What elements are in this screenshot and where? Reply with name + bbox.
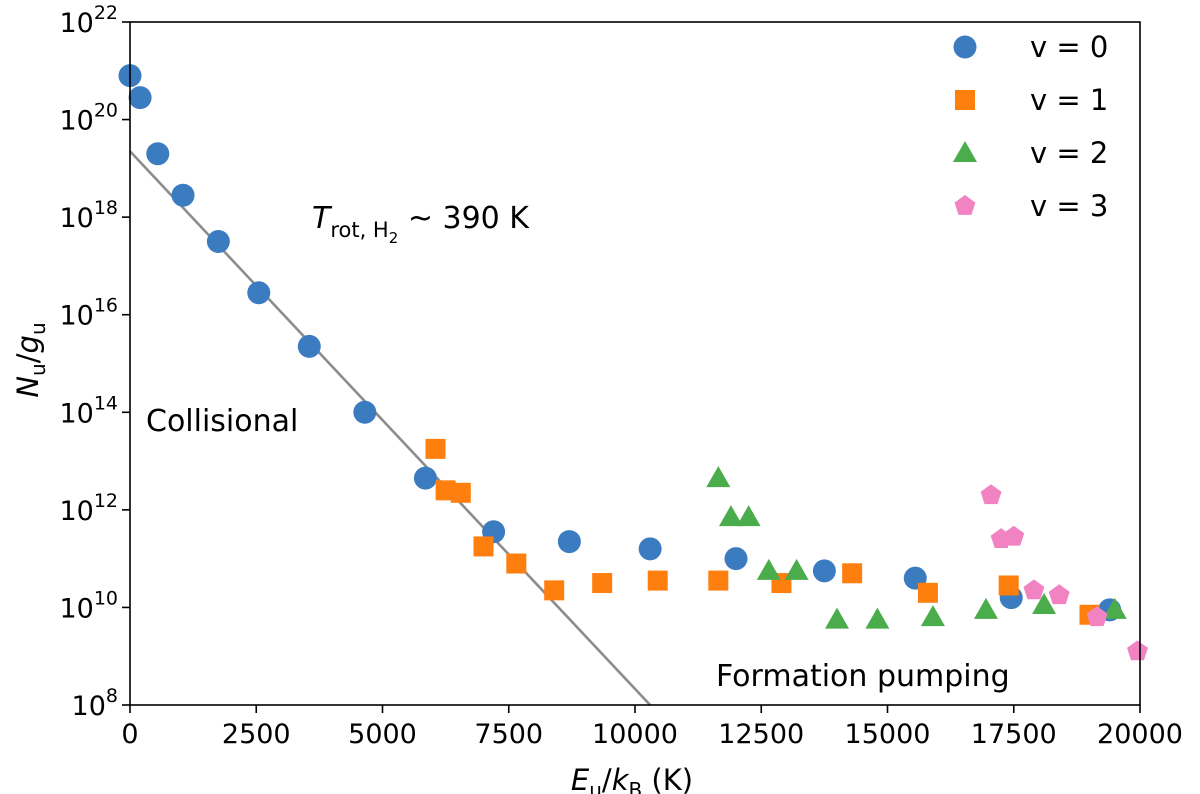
legend-label-v2: v = 2 — [1030, 136, 1108, 170]
data-point-v2 — [973, 597, 998, 619]
x-tick-label: 17500 — [971, 719, 1057, 750]
legend-marker-v1 — [955, 90, 975, 110]
data-point-v2 — [718, 505, 743, 527]
data-point-v0 — [171, 183, 195, 207]
y-tick-label: 1014 — [59, 392, 118, 429]
y-tick-label: 1012 — [59, 490, 118, 527]
x-tick-labels: 0 2500 5000 7500 10000 12500 15000 17500 20000 — [121, 719, 1183, 750]
data-point-v3 — [1023, 579, 1045, 600]
y-tick-labels: 108 1010 1012 1014 1016 1018 1020 1022 — [59, 2, 118, 722]
legend-label-v3: v = 3 — [1030, 189, 1108, 223]
x-tick-label: 10000 — [592, 719, 678, 750]
data-point-v2 — [865, 607, 890, 629]
data-point-v3 — [980, 484, 1002, 505]
data-point-v0 — [413, 466, 437, 490]
data-point-v2 — [756, 558, 781, 580]
data-point-v1 — [473, 536, 494, 557]
legend-label-v0: v = 0 — [1030, 30, 1108, 64]
collisional-annotation: Collisional — [146, 404, 298, 439]
data-point-v0 — [247, 281, 271, 305]
data-point-v2 — [1102, 597, 1127, 619]
x-tick-label: 15000 — [845, 719, 931, 750]
y-tick-label: 1010 — [59, 587, 118, 624]
data-point-v0 — [812, 559, 836, 583]
data-point-v1 — [842, 563, 863, 584]
x-axis-label: Eu/kB (K) — [571, 763, 693, 794]
x-tick-label: 12500 — [718, 719, 804, 750]
y-tick-label: 1020 — [59, 100, 118, 137]
data-point-v1 — [544, 580, 565, 601]
legend-marker-v0 — [953, 35, 977, 59]
data-point-v1 — [998, 575, 1019, 596]
data-point-v2 — [825, 607, 849, 629]
x-tick-label: 5000 — [348, 719, 417, 750]
y-axis-label: Nu/gu — [11, 322, 50, 397]
data-point-v3 — [1086, 606, 1108, 627]
formation-pumping-annotation: Formation pumping — [716, 659, 1010, 694]
legend-label-v1: v = 1 — [1030, 83, 1108, 117]
data-point-v0 — [206, 230, 230, 254]
data-point-v0 — [557, 530, 581, 554]
y-tick-label: 1022 — [59, 2, 118, 39]
data-point-v1 — [506, 553, 527, 574]
plot-frame — [129, 21, 1141, 706]
data-points — [118, 64, 1148, 661]
data-point-v0 — [353, 400, 377, 424]
fit-temperature-label: Trot, H2 ~ 390 K — [312, 201, 530, 247]
data-point-v1 — [647, 570, 668, 591]
tick-marks — [122, 21, 1141, 713]
y-tick-label: 1016 — [59, 295, 118, 332]
data-point-v2 — [920, 605, 945, 627]
x-tick-label: 0 — [121, 719, 138, 750]
data-point-v2 — [706, 466, 731, 488]
data-point-v3 — [1048, 584, 1070, 605]
data-point-v3 — [1127, 640, 1148, 661]
data-point-v2 — [1032, 592, 1057, 614]
data-point-v2 — [784, 558, 809, 580]
legend-marker-v2 — [953, 141, 977, 162]
data-point-v1 — [425, 438, 446, 459]
data-point-v1 — [917, 582, 938, 603]
x-tick-label: 2500 — [222, 719, 291, 750]
data-point-v1 — [592, 573, 613, 594]
data-point-v0 — [297, 334, 321, 358]
data-point-v0 — [146, 142, 170, 166]
data-point-v2 — [736, 505, 761, 527]
data-point-v1 — [435, 480, 456, 501]
x-tick-label: 7500 — [474, 719, 543, 750]
legend: v = 0 v = 1 v = 2 v = 3 — [953, 30, 1108, 223]
data-point-v1 — [708, 570, 729, 591]
x-tick-label: 20000 — [1097, 719, 1183, 750]
data-point-v0 — [128, 86, 152, 110]
data-point-v1 — [450, 482, 471, 503]
legend-marker-v3 — [954, 195, 976, 215]
data-point-v0 — [724, 547, 748, 571]
y-tick-label: 108 — [72, 685, 118, 722]
data-point-v0 — [638, 537, 662, 561]
data-point-v3 — [1003, 525, 1025, 546]
y-tick-label: 1018 — [59, 197, 118, 234]
